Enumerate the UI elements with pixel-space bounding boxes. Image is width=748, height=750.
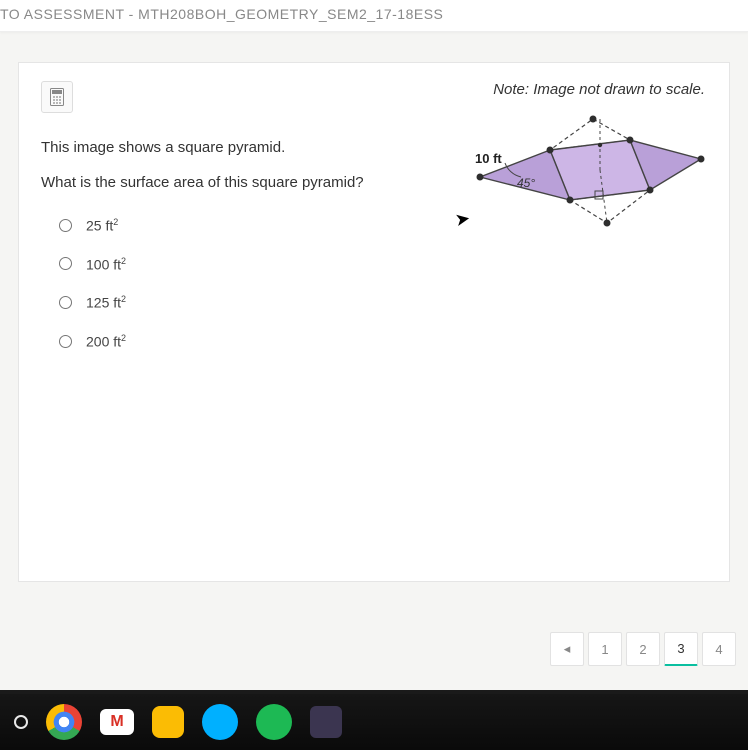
option-d[interactable]: 200 ft2 bbox=[59, 333, 707, 350]
taskbar: M bbox=[0, 694, 748, 750]
gmail-icon[interactable]: M bbox=[100, 709, 134, 735]
option-c[interactable]: 125 ft2 bbox=[59, 294, 707, 311]
answer-options: 25 ft2 100 ft2 125 ft2 200 ft2 bbox=[59, 217, 707, 350]
scale-note: Note: Image not drawn to scale. bbox=[493, 81, 705, 98]
assessment-title: TO ASSESSMENT - MTH208BOH_GEOMETRY_SEM2_… bbox=[0, 6, 443, 22]
launcher-icon[interactable] bbox=[14, 715, 28, 729]
option-a-label: 25 ft2 bbox=[86, 217, 118, 234]
spotify-icon[interactable] bbox=[256, 704, 292, 740]
option-b[interactable]: 100 ft2 bbox=[59, 256, 707, 273]
pager-prev[interactable]: ◂ bbox=[550, 632, 584, 666]
pagination: ◂ 1 2 3 4 bbox=[550, 632, 736, 666]
messages-icon[interactable] bbox=[202, 704, 238, 740]
angle-label: 45° bbox=[517, 176, 535, 190]
option-c-label: 125 ft2 bbox=[86, 294, 126, 311]
option-d-radio[interactable] bbox=[59, 335, 72, 348]
pager-page-1[interactable]: 1 bbox=[588, 632, 622, 666]
pager-page-4[interactable]: 4 bbox=[702, 632, 736, 666]
pager-page-3[interactable]: 3 bbox=[664, 632, 698, 666]
calculator-button[interactable] bbox=[41, 81, 73, 113]
files-icon[interactable] bbox=[310, 706, 342, 738]
pyramid-figure: 10 ft 45° ➤ bbox=[455, 115, 705, 235]
content-wrap: Note: Image not drawn to scale. This ima… bbox=[0, 32, 748, 690]
option-b-label: 100 ft2 bbox=[86, 256, 126, 273]
chrome-icon[interactable] bbox=[46, 704, 82, 740]
keep-icon[interactable] bbox=[152, 706, 184, 738]
screen-area: TO ASSESSMENT - MTH208BOH_GEOMETRY_SEM2_… bbox=[0, 0, 748, 690]
calculator-icon bbox=[50, 88, 64, 106]
assessment-header: TO ASSESSMENT - MTH208BOH_GEOMETRY_SEM2_… bbox=[0, 0, 748, 32]
option-d-label: 200 ft2 bbox=[86, 333, 126, 350]
option-a-radio[interactable] bbox=[59, 219, 72, 232]
pager-page-2[interactable]: 2 bbox=[626, 632, 660, 666]
option-b-radio[interactable] bbox=[59, 257, 72, 270]
question-card: Note: Image not drawn to scale. This ima… bbox=[18, 62, 730, 582]
option-c-radio[interactable] bbox=[59, 296, 72, 309]
slant-label: 10 ft bbox=[475, 151, 502, 166]
